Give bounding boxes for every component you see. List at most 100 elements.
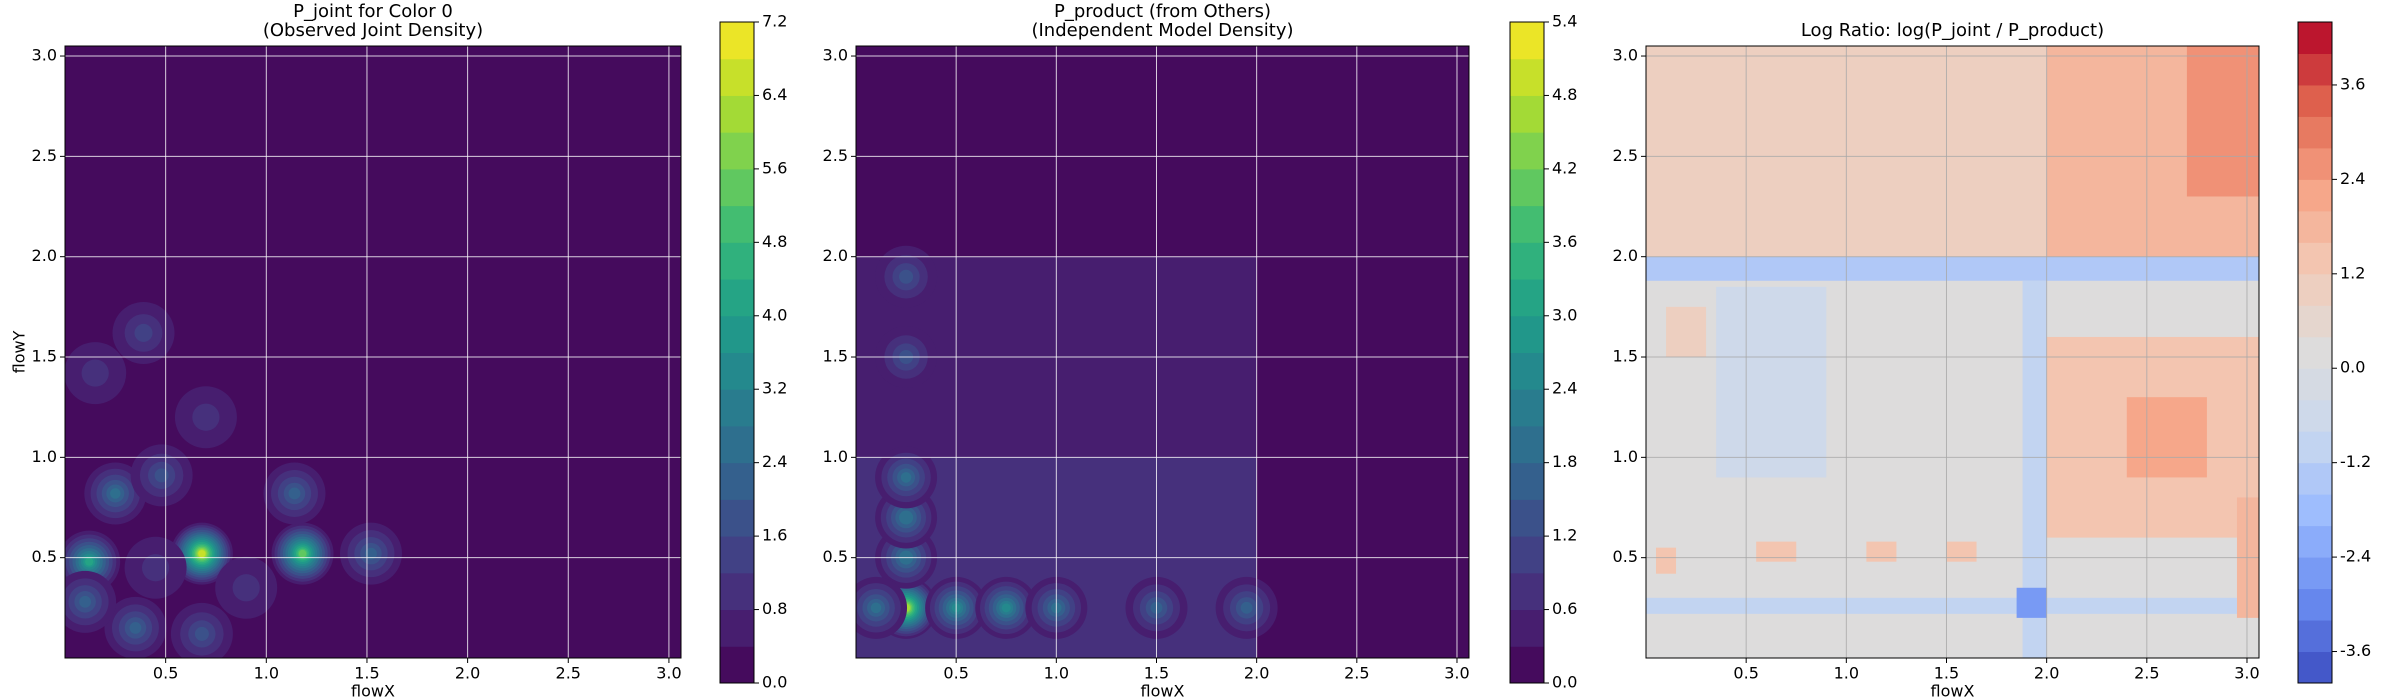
density-peak (870, 602, 882, 614)
y-tick-label: 2.0 (1613, 246, 1638, 265)
chart-subtitle: (Independent Model Density) (1031, 20, 1293, 41)
colorbar-tick-label: 2.4 (1552, 379, 1577, 398)
density-peak (899, 510, 914, 525)
density-peak (81, 359, 109, 387)
colorbar-tick-label: 5.6 (762, 158, 787, 177)
y-axis-label: flowY (10, 330, 29, 373)
colorbar-band (2298, 147, 2332, 180)
y-tick-label: 3.0 (32, 46, 57, 65)
colorbar-band (2298, 305, 2332, 338)
colorbar-band (720, 389, 754, 427)
y-tick-label: 2.0 (32, 246, 57, 265)
density-region (1666, 306, 1707, 358)
density-peak (154, 468, 169, 483)
x-tick-label: 0.5 (1733, 664, 1758, 683)
colorbar-band (1510, 95, 1544, 133)
colorbar-tick-label: 0.8 (762, 599, 787, 618)
colorbar-tick-label: -2.4 (2340, 547, 2371, 566)
density-region (1756, 541, 1797, 562)
x-tick-label: 1.5 (354, 664, 379, 683)
density-peak (85, 557, 94, 566)
y-tick-label: 1.5 (823, 347, 848, 366)
density-region (1866, 541, 1897, 562)
colorbar-frame (1509, 21, 1545, 684)
x-tick-label: 1.0 (1044, 664, 1069, 683)
colorbar-band (720, 462, 754, 500)
colorbar-band (2298, 116, 2332, 149)
density-peak (198, 550, 206, 558)
x-tick-label: 1.5 (1144, 664, 1169, 683)
colorbar-band (720, 205, 754, 243)
x-axis-label: flowX (351, 682, 395, 700)
colorbar-tick-label: 4.8 (762, 232, 787, 251)
density-peak (1240, 601, 1253, 614)
plot-area (1646, 46, 2259, 658)
y-tick-label: 3.0 (823, 46, 848, 65)
colorbar-band (1510, 132, 1544, 170)
density-peak (288, 487, 301, 500)
density-region (1946, 541, 1977, 562)
colorbar-band (2298, 494, 2332, 527)
colorbar-band (720, 646, 754, 684)
colorbar-tick-label: -1.2 (2340, 452, 2371, 471)
colorbar-band (2298, 273, 2332, 306)
colorbar-tick-label: 3.0 (1552, 305, 1577, 324)
density-peak (232, 574, 260, 602)
colorbar-band (2298, 431, 2332, 464)
density-peak (141, 554, 170, 582)
colorbar-band (720, 242, 754, 280)
density-peak (899, 269, 914, 284)
colorbar-tick-label: 0.0 (1552, 673, 1577, 692)
colorbar-tick-label: 5.4 (1552, 12, 1577, 31)
colorbar-tick-label: 1.2 (1552, 526, 1577, 545)
plot-area (856, 46, 1469, 658)
colorbar-tick-label: 3.6 (1552, 232, 1577, 251)
y-tick-label: 2.0 (823, 246, 848, 265)
colorbar-tick-label: 7.2 (762, 12, 787, 31)
colorbar-band (720, 132, 754, 170)
axes-frame (1645, 45, 2260, 659)
chart-title: Log Ratio: log(P_joint / P_product) (1801, 20, 2104, 41)
colorbar-tick-label: 4.0 (762, 305, 787, 324)
density-region (1716, 286, 1827, 478)
y-tick-label: 1.5 (1613, 347, 1638, 366)
x-tick-label: 2.5 (1344, 664, 1369, 683)
density-peak (365, 547, 377, 560)
colorbar-band (1510, 499, 1544, 537)
colorbar-band (1510, 315, 1544, 353)
colorbar-band (2298, 651, 2332, 684)
chart-title: P_joint for Color 0 (293, 1, 453, 22)
colorbar-band (1510, 205, 1544, 243)
colorbar-band (1510, 58, 1544, 96)
colorbar-band (2298, 368, 2332, 401)
colorbar-tick-label: 0.0 (762, 673, 787, 692)
x-axis-label: flowX (1141, 682, 1185, 700)
chart-title: P_product (from Others) (1054, 1, 1271, 22)
x-tick-label: 1.5 (1934, 664, 1959, 683)
y-tick-label: 1.5 (32, 347, 57, 366)
x-tick-label: 3.0 (1444, 664, 1469, 683)
colorbar-band (1510, 536, 1544, 574)
density-region (1646, 256, 2259, 281)
x-tick-label: 3.0 (2234, 664, 2259, 683)
colorbar-tick-label: 1.2 (2340, 263, 2365, 282)
colorbar-band (2298, 242, 2332, 275)
y-tick-label: 2.5 (32, 146, 57, 165)
colorbar-tick-label: 2.4 (2340, 169, 2365, 188)
density-peak (298, 549, 307, 558)
colorbar-band (2298, 557, 2332, 590)
y-tick-label: 0.5 (1613, 547, 1638, 566)
colorbar-band (720, 95, 754, 133)
colorbar-tick-label: 3.2 (762, 379, 787, 398)
colorbar-band (1510, 609, 1544, 647)
y-tick-label: 1.0 (823, 447, 848, 466)
chart-subtitle: (Observed Joint Density) (263, 20, 483, 41)
density-peak (79, 595, 92, 608)
x-axis-label: flowX (1931, 682, 1975, 700)
x-tick-label: 2.5 (556, 664, 581, 683)
colorbar-tick-label: 1.6 (762, 526, 787, 545)
density-peak (900, 472, 912, 483)
colorbar-band (720, 22, 754, 60)
density-region (2016, 587, 2047, 618)
colorbar-band (2298, 399, 2332, 432)
